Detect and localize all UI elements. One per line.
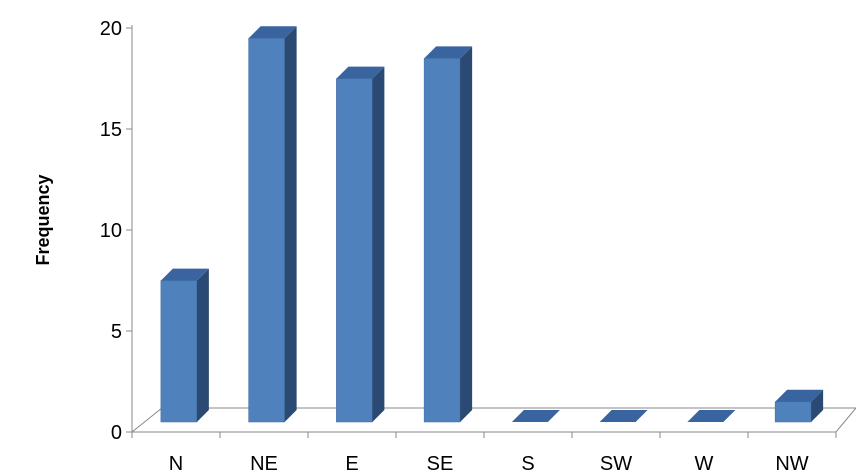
x-tick-label: N — [169, 453, 183, 475]
x-tick-label: NE — [250, 453, 278, 475]
bar — [248, 26, 297, 423]
bar-side — [284, 26, 297, 422]
bar-front — [160, 280, 198, 423]
bar — [423, 46, 473, 423]
y-axis-title: Frequency — [33, 174, 53, 265]
y-tick-label: 10 — [100, 220, 122, 242]
bar-front — [248, 37, 285, 423]
y-tick-label: 15 — [100, 119, 122, 141]
bar-top — [160, 268, 209, 281]
bar-top — [687, 410, 736, 422]
bar-side — [811, 389, 824, 422]
bar-front — [774, 401, 812, 423]
y-tick-label: 0 — [111, 422, 122, 444]
y-tick-labels: 0 5 10 15 20 — [100, 18, 122, 444]
x-tick-label: W — [695, 453, 714, 475]
bar-series — [160, 26, 824, 423]
bar-top — [511, 410, 560, 422]
bar-top — [599, 410, 648, 422]
bar-side — [372, 66, 385, 422]
bar-top — [248, 26, 297, 39]
bar-front — [336, 78, 373, 423]
bar — [687, 410, 736, 422]
x-tick-label: SE — [427, 453, 454, 475]
x-tick-label: E — [345, 453, 358, 475]
chart-floor — [130, 407, 856, 433]
bar — [160, 268, 209, 423]
x-tick-label: NW — [775, 453, 808, 475]
x-tick-label: SW — [600, 453, 632, 475]
bar — [774, 389, 824, 423]
bar-top — [336, 66, 385, 79]
y-tick-label: 5 — [111, 321, 122, 343]
bar-top — [424, 46, 473, 59]
chart-axes — [126, 25, 837, 438]
bar-side — [460, 46, 473, 423]
x-tick-label: S — [521, 453, 534, 475]
bar — [599, 410, 648, 422]
bar — [511, 410, 560, 422]
floor-plane — [130, 407, 856, 433]
x-tick-labels: N NE E SE S SW W NW — [169, 453, 809, 475]
bar-top — [775, 389, 824, 402]
y-tick-label: 20 — [100, 18, 122, 40]
bar — [336, 66, 385, 423]
bar-front — [423, 58, 461, 423]
bar-side — [196, 268, 209, 422]
